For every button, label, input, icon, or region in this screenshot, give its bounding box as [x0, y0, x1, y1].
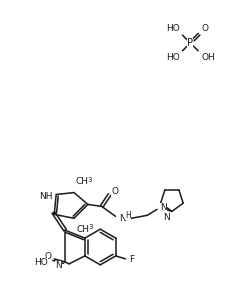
Text: O: O [111, 187, 118, 196]
Text: N: N [160, 203, 166, 212]
Text: 3: 3 [87, 177, 92, 183]
Text: CH: CH [76, 177, 89, 186]
Text: O: O [45, 252, 52, 261]
Text: CH: CH [77, 225, 90, 234]
Text: P: P [186, 38, 193, 48]
Text: N: N [119, 214, 126, 223]
Text: OH: OH [200, 53, 214, 62]
Text: F: F [129, 255, 134, 264]
Text: 3: 3 [88, 224, 93, 230]
Text: HO: HO [165, 53, 179, 62]
Text: O: O [201, 24, 208, 33]
Text: N: N [163, 213, 170, 222]
Text: HO: HO [165, 24, 179, 33]
Text: N: N [55, 261, 62, 270]
Text: HO: HO [34, 258, 48, 267]
Text: H: H [125, 211, 131, 220]
Text: NH: NH [39, 192, 53, 201]
